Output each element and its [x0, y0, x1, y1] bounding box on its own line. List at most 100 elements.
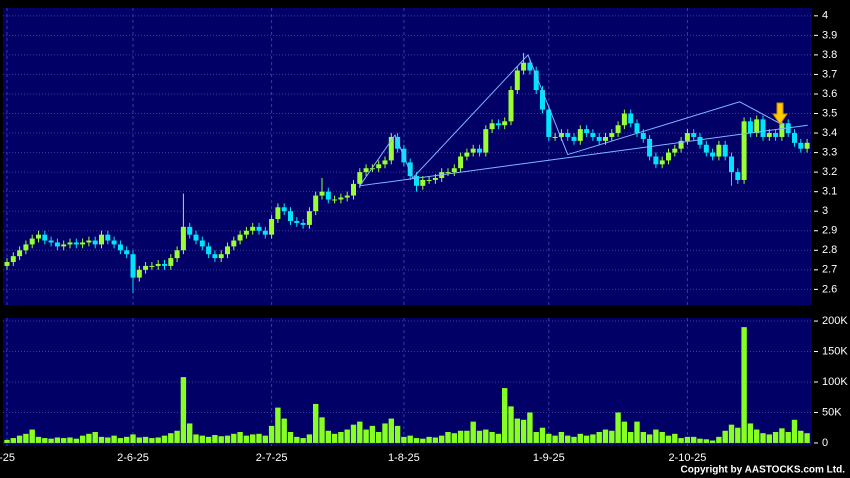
candle-body: [344, 195, 350, 198]
candle-body: [117, 244, 123, 251]
y-tick-label: 150K: [822, 345, 848, 357]
volume-bar: [483, 429, 489, 443]
candle-body: [628, 113, 634, 124]
candle-body: [23, 244, 29, 251]
candle-body: [514, 70, 520, 91]
candle-body: [458, 156, 464, 169]
candle-body: [313, 195, 319, 212]
candle-body: [451, 168, 457, 173]
candle-body: [414, 176, 419, 186]
candle-body: [546, 109, 552, 137]
candle-body: [351, 183, 356, 196]
volume-bar: [168, 433, 174, 443]
candle-body: [357, 172, 363, 184]
volume-bar: [243, 435, 250, 443]
candle-body: [678, 140, 684, 149]
volume-bar: [79, 435, 86, 443]
volume-bar: [432, 437, 439, 443]
candle-body: [319, 191, 325, 196]
candle-body: [199, 240, 205, 247]
candle-body: [647, 138, 653, 157]
volume-bar: [319, 417, 325, 443]
volume-bar: [23, 433, 29, 443]
candle-body: [804, 142, 810, 149]
candle-body: [130, 254, 136, 278]
volume-bar: [136, 437, 142, 443]
trendline: [359, 53, 784, 187]
candle-body: [621, 113, 627, 126]
volume-bar: [86, 433, 92, 443]
candle-body: [174, 250, 180, 259]
volume-bar: [596, 431, 602, 443]
volume-bar: [180, 377, 187, 443]
volume-bar: [357, 421, 363, 443]
candle-body: [180, 226, 186, 251]
volume-bar: [609, 430, 615, 443]
y-tick-label: 3.1: [822, 186, 837, 198]
volume-bar: [413, 438, 420, 443]
candle-body: [577, 129, 583, 141]
volume-bar: [256, 433, 262, 443]
volume-bar: [678, 438, 684, 443]
volume-bar: [791, 419, 798, 443]
volume-bar: [407, 435, 413, 443]
volume-bar: [571, 436, 577, 443]
y-tick-label: 200K: [822, 315, 848, 327]
volume-bar: [640, 431, 646, 443]
volume-bar: [268, 425, 275, 443]
signal-arrow: [772, 102, 788, 125]
volume-bar: [331, 433, 338, 443]
volume-bar: [665, 435, 672, 443]
candle-body: [464, 152, 470, 157]
candle-body: [243, 230, 249, 235]
candle-body: [735, 172, 741, 180]
candle-body: [376, 164, 382, 169]
candle-body: [231, 240, 237, 247]
volume-bar: [709, 440, 716, 443]
candle-body: [300, 222, 306, 225]
volume-bar: [533, 431, 539, 443]
volume-bar: [798, 430, 804, 443]
candle-body: [697, 136, 703, 145]
x-tick-label: 1-9-25: [533, 452, 565, 464]
candle-body: [225, 246, 230, 255]
candle-body: [584, 129, 590, 134]
candle-body: [325, 191, 331, 200]
volume-bar: [602, 429, 609, 443]
volume-bar: [350, 424, 357, 443]
volume-bar: [470, 421, 476, 443]
candle-body: [653, 156, 659, 165]
candle-body: [773, 133, 779, 137]
volume-bar: [394, 425, 401, 443]
volume-bar: [489, 431, 495, 443]
volume-bar: [218, 436, 224, 443]
volume-bar: [10, 438, 16, 443]
volume-bar: [73, 438, 79, 443]
candle-body: [168, 258, 174, 266]
candle-body: [269, 219, 275, 235]
candle-body: [281, 207, 287, 212]
volume-bar: [502, 388, 508, 443]
candle-body: [17, 250, 23, 257]
volume-bar: [646, 434, 653, 443]
candle-body: [741, 121, 747, 180]
volume-bar: [117, 438, 124, 443]
y-tick-label: 4: [822, 10, 828, 22]
volume-bar: [250, 434, 256, 443]
volume-bar: [527, 412, 533, 443]
volume-bar: [382, 423, 388, 443]
candle-body: [288, 211, 293, 221]
candle-body: [603, 136, 608, 141]
candle-body: [760, 119, 766, 137]
candle-body: [508, 90, 514, 122]
volume-bar: [735, 427, 741, 443]
candle-body: [395, 136, 401, 149]
y-tick-label: 50K: [822, 406, 842, 418]
candle-body: [36, 234, 41, 239]
x-tick-label: 2-7-25: [256, 452, 288, 464]
volume-bar: [306, 434, 313, 443]
candle-body: [792, 133, 797, 143]
candle-body: [615, 125, 621, 134]
volume-bar: [539, 427, 546, 443]
volume-bar: [142, 436, 149, 443]
